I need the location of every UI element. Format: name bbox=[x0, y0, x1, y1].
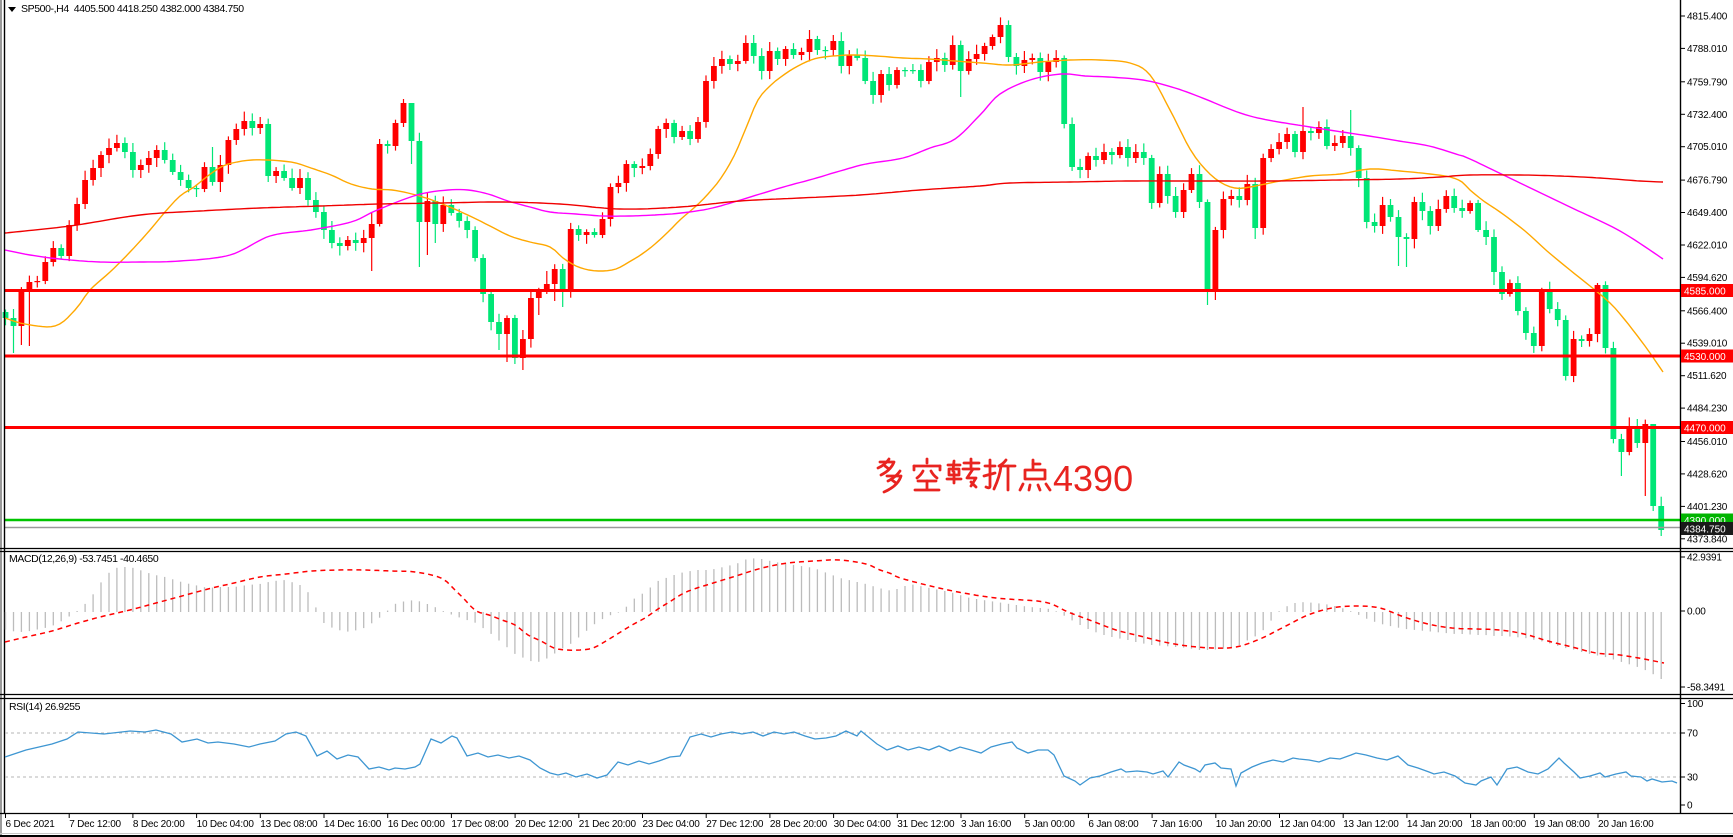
svg-text:14 Jan 20:00: 14 Jan 20:00 bbox=[1407, 819, 1463, 830]
svg-text:7 Jan 16:00: 7 Jan 16:00 bbox=[1152, 819, 1203, 830]
svg-text:3 Jan 16:00: 3 Jan 16:00 bbox=[961, 819, 1012, 830]
svg-text:13 Dec 08:00: 13 Dec 08:00 bbox=[260, 819, 318, 830]
svg-text:4759.790: 4759.790 bbox=[1687, 77, 1728, 88]
svg-text:6 Jan 08:00: 6 Jan 08:00 bbox=[1088, 819, 1139, 830]
svg-text:30: 30 bbox=[1687, 773, 1698, 784]
svg-text:17 Dec 08:00: 17 Dec 08:00 bbox=[451, 819, 509, 830]
svg-text:8 Dec 20:00: 8 Dec 20:00 bbox=[133, 819, 185, 830]
svg-text:4456.010: 4456.010 bbox=[1687, 437, 1728, 448]
svg-text:4676.790: 4676.790 bbox=[1687, 176, 1728, 187]
svg-text:4649.400: 4649.400 bbox=[1687, 208, 1728, 219]
svg-text:4732.400: 4732.400 bbox=[1687, 110, 1728, 121]
svg-text:18 Jan 00:00: 18 Jan 00:00 bbox=[1471, 819, 1527, 830]
svg-text:4530.000: 4530.000 bbox=[1684, 352, 1726, 363]
svg-text:RSI(14) 26.9255: RSI(14) 26.9255 bbox=[9, 701, 81, 713]
svg-text:4815.400: 4815.400 bbox=[1687, 12, 1728, 23]
svg-text:4585.000: 4585.000 bbox=[1684, 287, 1726, 298]
svg-text:4484.230: 4484.230 bbox=[1687, 404, 1728, 415]
svg-text:20 Jan 16:00: 20 Jan 16:00 bbox=[1598, 819, 1654, 830]
svg-text:12 Jan 04:00: 12 Jan 04:00 bbox=[1280, 819, 1336, 830]
svg-text:4622.010: 4622.010 bbox=[1687, 241, 1728, 252]
svg-text:100: 100 bbox=[1687, 699, 1704, 710]
svg-text:7 Dec 12:00: 7 Dec 12:00 bbox=[69, 819, 121, 830]
svg-text:-58.3491: -58.3491 bbox=[1687, 683, 1726, 694]
svg-text:4788.010: 4788.010 bbox=[1687, 44, 1728, 55]
svg-text:4539.010: 4539.010 bbox=[1687, 339, 1728, 350]
svg-text:4594.620: 4594.620 bbox=[1687, 273, 1728, 284]
svg-text:4384.750: 4384.750 bbox=[1684, 525, 1726, 536]
svg-text:6 Dec 2021: 6 Dec 2021 bbox=[6, 819, 56, 830]
svg-text:4401.230: 4401.230 bbox=[1687, 502, 1728, 513]
svg-text:SP500-,H4 4405.500 4418.250 4: SP500-,H4 4405.500 4418.250 4382.000 438… bbox=[21, 3, 244, 15]
svg-text:23 Dec 04:00: 23 Dec 04:00 bbox=[643, 819, 701, 830]
svg-text:0: 0 bbox=[1687, 801, 1693, 812]
svg-text:0.00: 0.00 bbox=[1687, 607, 1706, 618]
svg-text:4470.000: 4470.000 bbox=[1684, 424, 1726, 435]
svg-text:70: 70 bbox=[1687, 729, 1698, 740]
svg-text:21 Dec 20:00: 21 Dec 20:00 bbox=[579, 819, 637, 830]
svg-text:MACD(12,26,9) -53.7451 -40.465: MACD(12,26,9) -53.7451 -40.4650 bbox=[9, 553, 159, 565]
svg-text:4390: 4390 bbox=[1053, 458, 1133, 499]
svg-text:5 Jan 00:00: 5 Jan 00:00 bbox=[1025, 819, 1076, 830]
svg-text:10 Jan 20:00: 10 Jan 20:00 bbox=[1216, 819, 1272, 830]
svg-text:4390.000: 4390.000 bbox=[1684, 516, 1726, 527]
svg-text:14 Dec 16:00: 14 Dec 16:00 bbox=[324, 819, 382, 830]
svg-text:4705.010: 4705.010 bbox=[1687, 142, 1728, 153]
svg-text:10 Dec 04:00: 10 Dec 04:00 bbox=[197, 819, 255, 830]
svg-text:19 Jan 08:00: 19 Jan 08:00 bbox=[1534, 819, 1590, 830]
svg-text:4566.400: 4566.400 bbox=[1687, 306, 1728, 317]
svg-text:4511.620: 4511.620 bbox=[1687, 371, 1727, 382]
svg-text:13 Jan 12:00: 13 Jan 12:00 bbox=[1343, 819, 1399, 830]
svg-text:28 Dec 20:00: 28 Dec 20:00 bbox=[770, 819, 828, 830]
svg-text:42.9391: 42.9391 bbox=[1687, 553, 1722, 564]
svg-text:20 Dec 12:00: 20 Dec 12:00 bbox=[515, 819, 573, 830]
svg-text:31 Dec 12:00: 31 Dec 12:00 bbox=[897, 819, 955, 830]
svg-text:4428.620: 4428.620 bbox=[1687, 469, 1728, 480]
svg-text:30 Dec 04:00: 30 Dec 04:00 bbox=[834, 819, 892, 830]
svg-text:27 Dec 12:00: 27 Dec 12:00 bbox=[706, 819, 764, 830]
svg-text:4373.840: 4373.840 bbox=[1687, 534, 1728, 545]
svg-text:16 Dec 00:00: 16 Dec 00:00 bbox=[388, 819, 446, 830]
